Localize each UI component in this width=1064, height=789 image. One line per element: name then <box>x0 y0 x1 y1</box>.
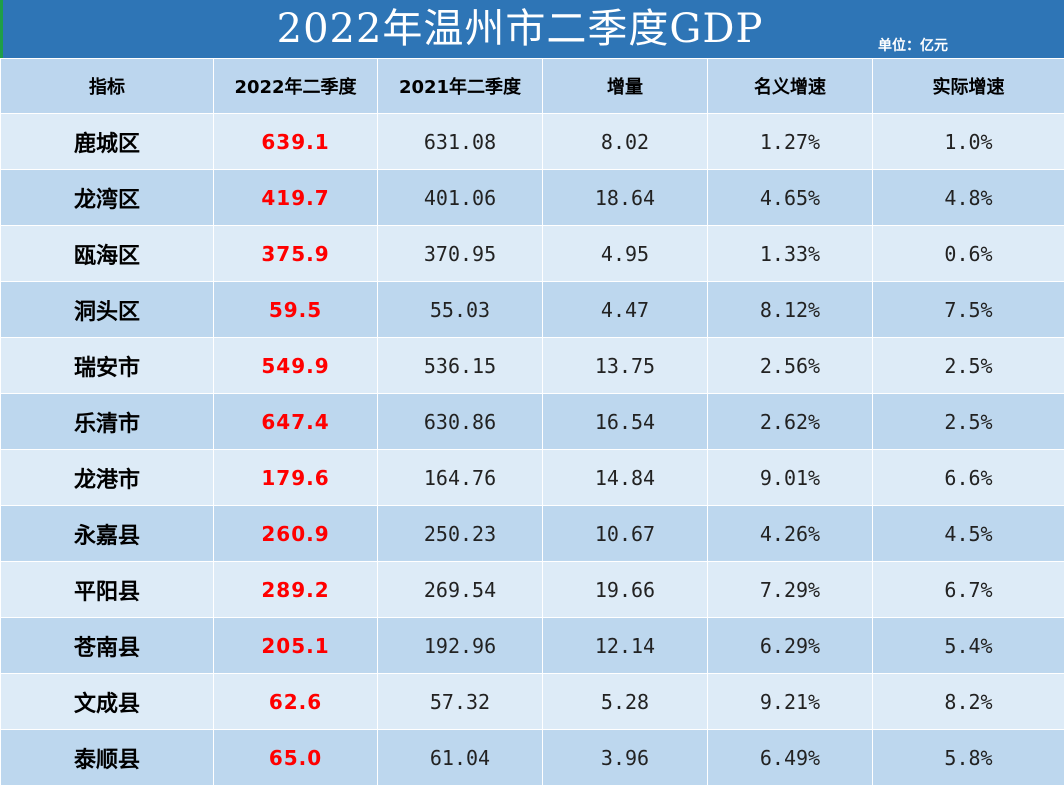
increase-cell: 4.47 <box>542 281 708 338</box>
table-row: 文成县 62.6 57.32 5.28 9.21% 8.2% <box>0 673 1064 730</box>
gdp-2021-q2-cell: 401.06 <box>377 169 543 226</box>
increase-cell: 3.96 <box>542 729 708 786</box>
gdp-2021-q2-cell: 192.96 <box>377 617 543 674</box>
gdp-2022-q2-cell: 62.6 <box>213 673 378 730</box>
nominal-growth-cell: 7.29% <box>707 561 873 618</box>
increase-cell: 4.95 <box>542 225 708 282</box>
gdp-2022-q2-cell: 260.9 <box>213 505 378 562</box>
gdp-2021-q2-cell: 55.03 <box>377 281 543 338</box>
unit-label: 单位：亿元 <box>878 38 948 54</box>
increase-cell: 19.66 <box>542 561 708 618</box>
table-row: 洞头区 59.5 55.03 4.47 8.12% 7.5% <box>0 281 1064 338</box>
header-row: 指标 2022年二季度 2021年二季度 增量 名义增速 实际增速 <box>0 58 1064 114</box>
header-2021-q2: 2021年二季度 <box>377 58 543 114</box>
real-growth-cell: 8.2% <box>872 673 1064 730</box>
nominal-growth-cell: 4.26% <box>707 505 873 562</box>
real-growth-cell: 6.7% <box>872 561 1064 618</box>
table-row: 永嘉县 260.9 250.23 10.67 4.26% 4.5% <box>0 505 1064 562</box>
district-name-cell: 龙港市 <box>0 449 214 506</box>
gdp-2021-q2-cell: 536.15 <box>377 337 543 394</box>
nominal-growth-cell: 1.27% <box>707 113 873 170</box>
gdp-2022-q2-cell: 419.7 <box>213 169 378 226</box>
gdp-2021-q2-cell: 57.32 <box>377 673 543 730</box>
table-row: 乐清市 647.4 630.86 16.54 2.62% 2.5% <box>0 393 1064 450</box>
district-name-cell: 永嘉县 <box>0 505 214 562</box>
nominal-growth-cell: 4.65% <box>707 169 873 226</box>
table-row: 龙港市 179.6 164.76 14.84 9.01% 6.6% <box>0 449 1064 506</box>
gdp-table: 指标 2022年二季度 2021年二季度 增量 名义增速 实际增速 鹿城区 639… <box>0 58 1064 786</box>
increase-cell: 12.14 <box>542 617 708 674</box>
district-name-cell: 平阳县 <box>0 561 214 618</box>
increase-cell: 14.84 <box>542 449 708 506</box>
nominal-growth-cell: 9.01% <box>707 449 873 506</box>
nominal-growth-cell: 6.29% <box>707 617 873 674</box>
header-nominal-growth: 名义增速 <box>707 58 873 114</box>
header-increase: 增量 <box>542 58 708 114</box>
gdp-2022-q2-cell: 549.9 <box>213 337 378 394</box>
nominal-growth-cell: 2.56% <box>707 337 873 394</box>
nominal-growth-cell: 8.12% <box>707 281 873 338</box>
nominal-growth-cell: 9.21% <box>707 673 873 730</box>
nominal-growth-cell: 1.33% <box>707 225 873 282</box>
real-growth-cell: 5.8% <box>872 729 1064 786</box>
title-bar: 2022年温州市二季度GDP 单位：亿元 <box>0 0 1064 58</box>
district-name-cell: 文成县 <box>0 673 214 730</box>
header-2022-q2: 2022年二季度 <box>213 58 378 114</box>
header-indicator: 指标 <box>0 58 214 114</box>
district-name-cell: 乐清市 <box>0 393 214 450</box>
district-name-cell: 苍南县 <box>0 617 214 674</box>
gdp-2022-q2-cell: 59.5 <box>213 281 378 338</box>
gdp-2022-q2-cell: 639.1 <box>213 113 378 170</box>
gdp-2021-q2-cell: 164.76 <box>377 449 543 506</box>
increase-cell: 5.28 <box>542 673 708 730</box>
gdp-2022-q2-cell: 289.2 <box>213 561 378 618</box>
increase-cell: 16.54 <box>542 393 708 450</box>
increase-cell: 18.64 <box>542 169 708 226</box>
gdp-2022-q2-cell: 205.1 <box>213 617 378 674</box>
district-name-cell: 龙湾区 <box>0 169 214 226</box>
gdp-2021-q2-cell: 269.54 <box>377 561 543 618</box>
table-row: 瑞安市 549.9 536.15 13.75 2.56% 2.5% <box>0 337 1064 394</box>
real-growth-cell: 2.5% <box>872 337 1064 394</box>
table-row: 泰顺县 65.0 61.04 3.96 6.49% 5.8% <box>0 729 1064 786</box>
table-row: 平阳县 289.2 269.54 19.66 7.29% 6.7% <box>0 561 1064 618</box>
page-title: 2022年温州市二季度GDP <box>276 6 764 52</box>
gdp-2021-q2-cell: 61.04 <box>377 729 543 786</box>
real-growth-cell: 5.4% <box>872 617 1064 674</box>
gdp-2021-q2-cell: 631.08 <box>377 113 543 170</box>
gdp-2022-q2-cell: 179.6 <box>213 449 378 506</box>
header-real-growth: 实际增速 <box>872 58 1064 114</box>
district-name-cell: 瓯海区 <box>0 225 214 282</box>
table-row: 苍南县 205.1 192.96 12.14 6.29% 5.4% <box>0 617 1064 674</box>
table-row: 龙湾区 419.7 401.06 18.64 4.65% 4.8% <box>0 169 1064 226</box>
district-name-cell: 泰顺县 <box>0 729 214 786</box>
gdp-2022-q2-cell: 375.9 <box>213 225 378 282</box>
real-growth-cell: 4.5% <box>872 505 1064 562</box>
table-row: 鹿城区 639.1 631.08 8.02 1.27% 1.0% <box>0 113 1064 170</box>
table-row: 瓯海区 375.9 370.95 4.95 1.33% 0.6% <box>0 225 1064 282</box>
nominal-growth-cell: 2.62% <box>707 393 873 450</box>
gdp-2022-q2-cell: 65.0 <box>213 729 378 786</box>
real-growth-cell: 2.5% <box>872 393 1064 450</box>
real-growth-cell: 1.0% <box>872 113 1064 170</box>
gdp-2022-q2-cell: 647.4 <box>213 393 378 450</box>
gdp-2021-q2-cell: 370.95 <box>377 225 543 282</box>
nominal-growth-cell: 6.49% <box>707 729 873 786</box>
district-name-cell: 瑞安市 <box>0 337 214 394</box>
real-growth-cell: 7.5% <box>872 281 1064 338</box>
increase-cell: 8.02 <box>542 113 708 170</box>
gdp-2021-q2-cell: 250.23 <box>377 505 543 562</box>
district-name-cell: 洞头区 <box>0 281 214 338</box>
increase-cell: 10.67 <box>542 505 708 562</box>
increase-cell: 13.75 <box>542 337 708 394</box>
gdp-2021-q2-cell: 630.86 <box>377 393 543 450</box>
district-name-cell: 鹿城区 <box>0 113 214 170</box>
real-growth-cell: 4.8% <box>872 169 1064 226</box>
real-growth-cell: 0.6% <box>872 225 1064 282</box>
real-growth-cell: 6.6% <box>872 449 1064 506</box>
selection-edge <box>0 0 3 58</box>
